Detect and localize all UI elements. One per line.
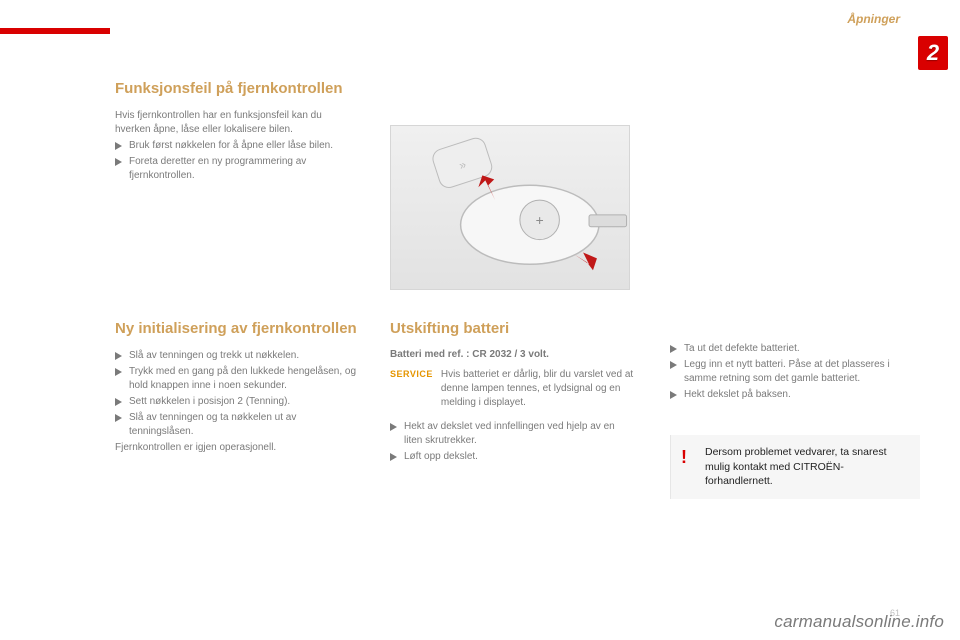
list-item: Bruk først nøkkelen for å åpne eller lås… <box>115 139 360 153</box>
content-area: Funksjonsfeil på fjernkontrollen Hvis fj… <box>115 80 905 605</box>
battery-bullets: Hekt av dekslet ved innfellingen ved hje… <box>390 420 635 464</box>
keyfob-illustration: + » <box>390 125 630 290</box>
list-item: Trykk med en gang på den lukkede hengelå… <box>115 365 360 393</box>
block-battery: Utskifting batteri Batteri med ref. : CR… <box>390 320 635 466</box>
list-item: Ta ut det defekte batteriet. <box>670 342 915 356</box>
reinit-bullets: Slå av tenningen og trekk ut nøkkelen. T… <box>115 349 360 439</box>
section-header-label: Åpninger <box>847 12 900 26</box>
heading-battery: Utskifting batteri <box>390 320 635 339</box>
list-item: Slå av tenningen og trekk ut nøkkelen. <box>115 349 360 363</box>
block-malfunction: Funksjonsfeil på fjernkontrollen Hvis fj… <box>115 80 360 185</box>
svg-text:+: + <box>536 212 544 228</box>
list-item: Hekt dekslet på baksen. <box>670 388 915 402</box>
service-badge-icon: SERVICE <box>390 368 433 379</box>
top-red-stripe <box>0 28 110 34</box>
warning-icon: ! <box>681 445 687 470</box>
heading-reinit: Ny initialisering av fjernkontrollen <box>115 320 360 339</box>
list-item: Hekt av dekslet ved innfellingen ved hje… <box>390 420 635 448</box>
service-note-text: Hvis batteriet er dårlig, blir du varsle… <box>441 368 635 410</box>
service-note: SERVICE Hvis batteriet er dårlig, blir d… <box>390 368 635 410</box>
warning-box: ! Dersom problemet vedvarer, ta snarest … <box>670 435 920 499</box>
list-item: Sett nøkkelen i posisjon 2 (Tenning). <box>115 395 360 409</box>
warning-text: Dersom problemet vedvarer, ta snarest mu… <box>705 446 887 487</box>
manual-page: Åpninger 2 Funksjonsfeil på fjernkontrol… <box>0 0 960 640</box>
chapter-tab: 2 <box>918 36 948 70</box>
heading-malfunction: Funksjonsfeil på fjernkontrollen <box>115 80 360 99</box>
list-item: Løft opp dekslet. <box>390 450 635 464</box>
battery-ref: Batteri med ref. : CR 2032 / 3 volt. <box>390 349 635 360</box>
list-item: Foreta deretter en ny programmering av f… <box>115 155 360 183</box>
block-reinit: Ny initialisering av fjernkontrollen Slå… <box>115 320 360 455</box>
battery-bullets-right: Ta ut det defekte batteriet. Legg inn et… <box>670 342 915 402</box>
keyfob-svg: + » <box>391 126 629 289</box>
list-item: Legg inn et nytt batteri. Påse at det pl… <box>670 358 915 386</box>
block-battery-cont: Ta ut det defekte batteriet. Legg inn et… <box>670 320 915 404</box>
malfunction-intro: Hvis fjernkontrollen har en funksjonsfei… <box>115 109 360 137</box>
list-item: Slå av tenningen og ta nøkkelen ut av te… <box>115 411 360 439</box>
watermark: carmanualsonline.info <box>774 612 944 632</box>
malfunction-bullets: Bruk først nøkkelen for å åpne eller lås… <box>115 139 360 183</box>
reinit-outro: Fjernkontrollen er igjen operasjonell. <box>115 441 360 455</box>
